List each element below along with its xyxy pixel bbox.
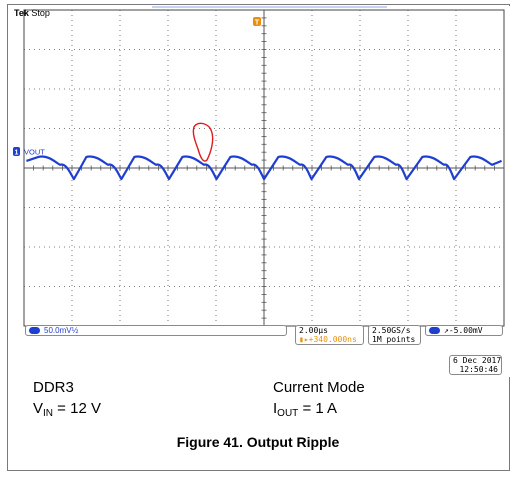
acquisition-status: Stop	[31, 8, 50, 18]
brand-label: Tek	[14, 8, 29, 18]
timebase-readout: 2.00µs ▮▸+340.000ns	[295, 325, 364, 345]
vin-label: VIN = 12 V	[33, 400, 101, 419]
trigger-level-value: -5.00mV	[448, 326, 483, 335]
timebase-value: 2.00µs	[299, 326, 328, 335]
vin-value: = 12 V	[53, 400, 101, 417]
ch1-scale-value: 50.0mV	[44, 326, 72, 335]
timestamp-readout: 6 Dec 2017 12:50:46	[449, 355, 502, 375]
trigger-position-icon: ▮▸	[299, 335, 309, 344]
figure-caption: Figure 41. Output Ripple	[176, 434, 340, 450]
trigger-source-icon	[429, 327, 440, 334]
channel-1-ground-marker: 1	[13, 147, 20, 157]
iout-label: IOUT = 1 A	[273, 400, 337, 419]
svg-text:T: T	[255, 20, 260, 27]
trigger-slope-icon: ↗	[444, 326, 449, 335]
vin-symbol: V	[33, 400, 44, 417]
vout-trace-label: VOUT	[24, 148, 45, 157]
sample-rate-value: 2.50GS/s	[372, 326, 411, 335]
trigger-position-readout: ▮▸+340.000ns	[299, 335, 360, 344]
annotation-circle	[192, 122, 214, 162]
oscilloscope-screen: T 1 VOUT	[12, 6, 512, 377]
trigger-marker: T	[253, 17, 261, 27]
ch1-indicator-icon	[29, 327, 40, 334]
record-length-value: 1M points	[372, 335, 416, 344]
scope-status-label: Tek Stop	[14, 8, 50, 18]
iout-value: = 1 A	[298, 400, 338, 417]
ch1-scale-readout: 50.0mV½	[25, 325, 287, 336]
memory-type-label: DDR3	[33, 379, 74, 396]
time-value: 12:50:46	[459, 365, 498, 374]
graticule	[23, 9, 505, 327]
vout-trace	[26, 155, 503, 181]
trigger-readout: ↗-5.00mV	[425, 325, 503, 336]
ch1-coupling-value: ½	[71, 326, 79, 335]
sample-rate-readout: 2.50GS/s 1M points	[368, 325, 421, 345]
vin-subscript: IN	[43, 408, 54, 419]
iout-subscript: OUT	[277, 408, 299, 419]
iout-symbol: I	[273, 400, 278, 417]
control-mode-label: Current Mode	[273, 379, 365, 396]
scope-plot: T 1 VOUT	[13, 6, 505, 327]
svg-text:1: 1	[15, 150, 19, 157]
trigger-position-value: +340.000ns	[308, 335, 357, 344]
date-value: 6 Dec 2017	[453, 356, 502, 365]
